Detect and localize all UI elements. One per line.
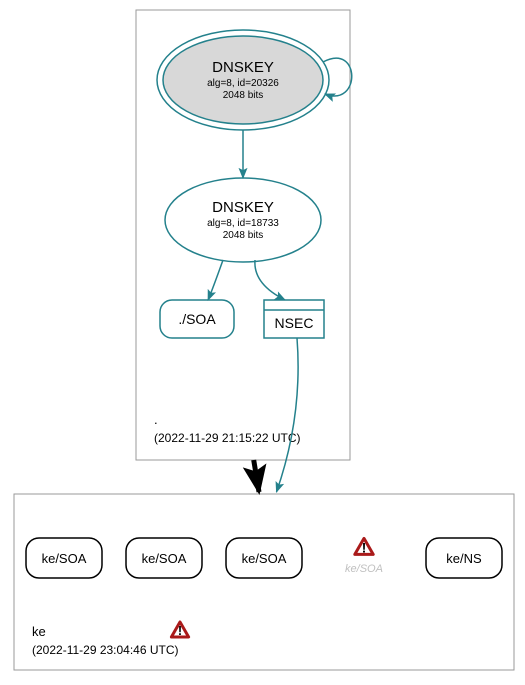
edge-zsk-soa bbox=[208, 260, 223, 300]
root-zone-timestamp: (2022-11-29 21:15:22 UTC) bbox=[154, 431, 301, 445]
ke-item-label-warn: ke/SOA bbox=[345, 563, 383, 575]
ke-zone-timestamp: (2022-11-29 23:04:46 UTC) bbox=[32, 643, 179, 657]
ke-item-label: ke/NS bbox=[446, 551, 482, 566]
root-zone-label: . bbox=[154, 412, 158, 427]
ke-item-label: ke/SOA bbox=[242, 551, 287, 566]
zsk-title: DNSKEY bbox=[212, 199, 274, 216]
ksk-bits: 2048 bits bbox=[223, 90, 264, 101]
ke-item-label: ke/SOA bbox=[42, 551, 87, 566]
nsec-label: NSEC bbox=[275, 315, 314, 331]
edge-nsec-down bbox=[277, 338, 299, 492]
ksk-alg: alg=8, id=20326 bbox=[207, 78, 279, 89]
warning-glyph: ! bbox=[178, 623, 182, 638]
ke-item-label: ke/SOA bbox=[142, 551, 187, 566]
zsk-bits: 2048 bits bbox=[223, 230, 264, 241]
edge-delegation bbox=[254, 460, 259, 492]
root-soa-label: ./SOA bbox=[178, 311, 216, 327]
edge-zsk-nsec bbox=[255, 260, 285, 300]
warning-glyph: ! bbox=[362, 540, 367, 555]
ke-zone-label: ke bbox=[32, 624, 46, 639]
zsk-alg: alg=8, id=18733 bbox=[207, 218, 279, 229]
ksk-title: DNSKEY bbox=[212, 59, 274, 76]
